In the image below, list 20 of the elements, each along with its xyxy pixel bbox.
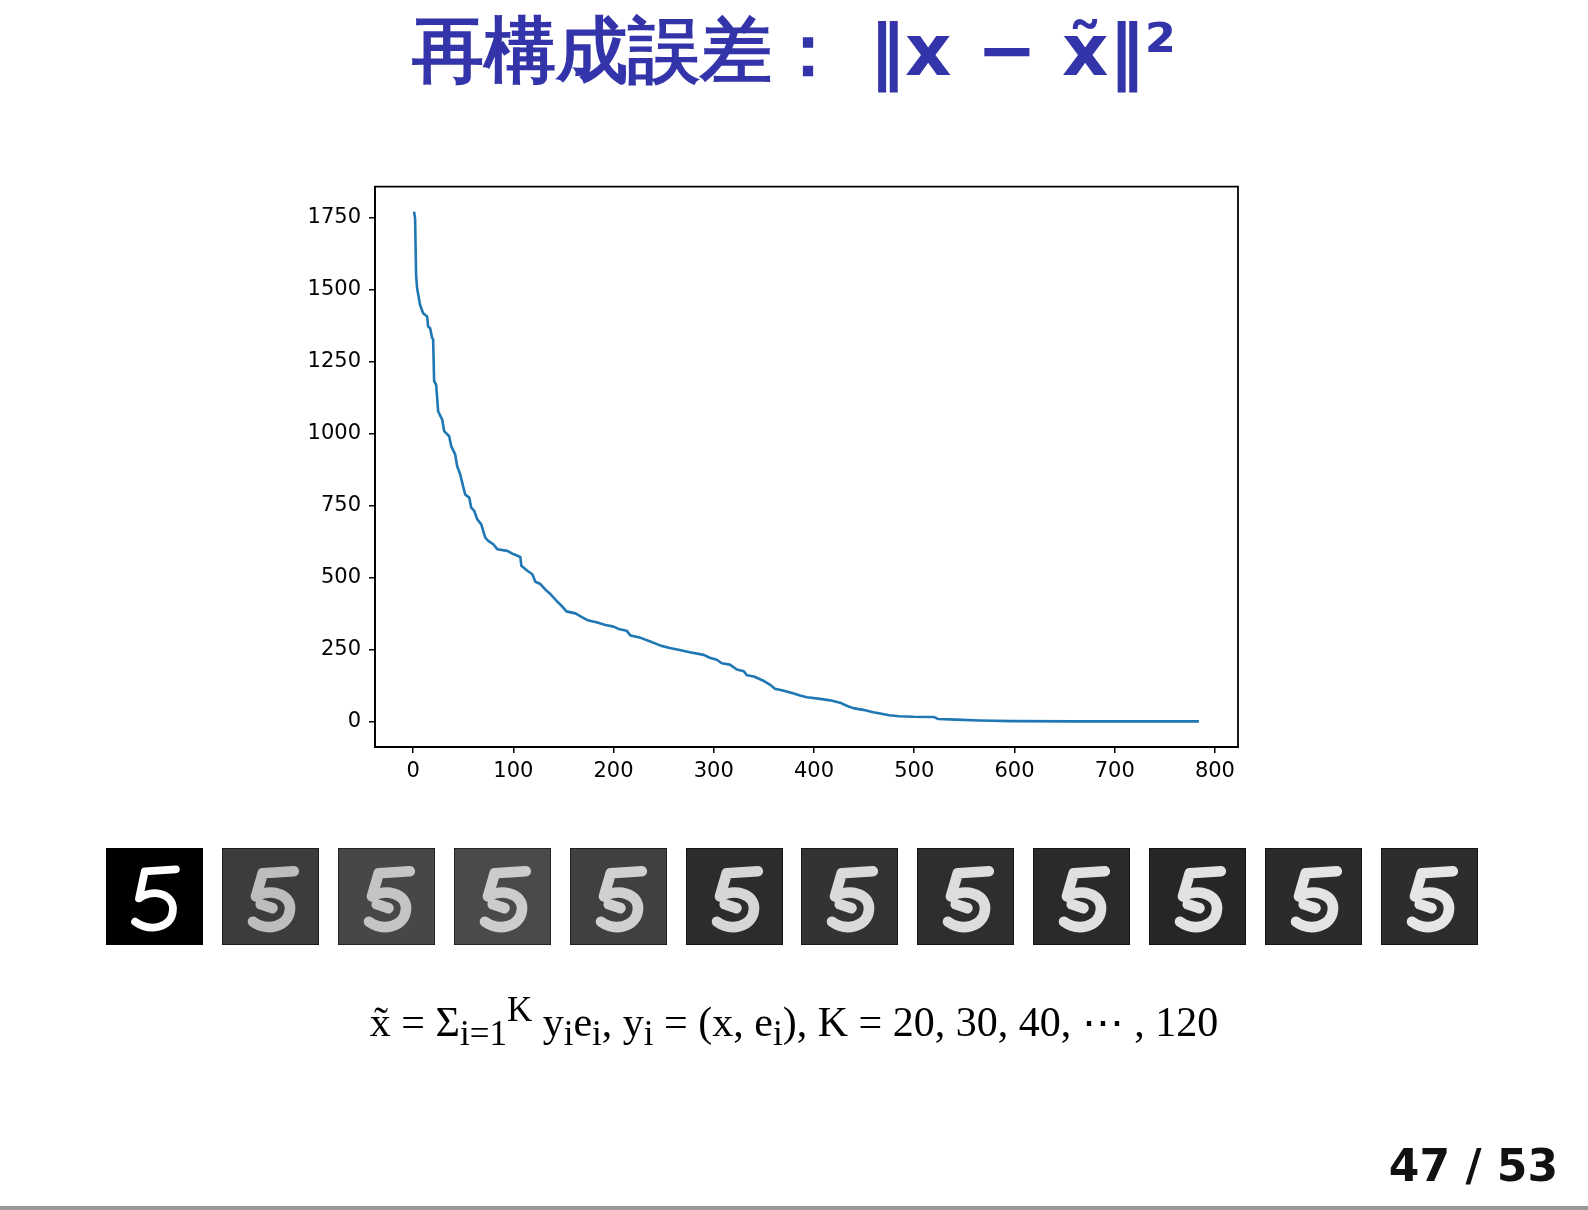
y-tick-label: 1500 — [307, 275, 361, 300]
y-tick-label: 1750 — [307, 203, 361, 228]
y-tick-label: 0 — [347, 707, 361, 732]
y-tick-label: 1000 — [307, 419, 361, 444]
y-tick-label: 250 — [320, 635, 361, 660]
text: x̃ = Σ$_{i=1}$$^{K}$ y$_{i}$e$_{i}$, y$_{i}$ = (x, e$_{i}$), K = 20, 30, 40, ⋯ , 120 — [369, 990, 1219, 1054]
x-tick-label: 700 — [1094, 758, 1135, 783]
x-tick-label: 100 — [493, 758, 534, 783]
y-tick-label: 500 — [320, 563, 361, 588]
x-tick-label: 600 — [994, 758, 1035, 783]
chart-title: 再構成誤差： ‖x − x̃‖² — [411, 7, 1177, 94]
x-tick-label: 200 — [593, 758, 634, 783]
x-tick-label: 500 — [894, 758, 935, 783]
y-tick-label: 1250 — [307, 347, 361, 372]
x-tick-label: 800 — [1194, 758, 1235, 783]
x-tick-label: 0 — [406, 758, 420, 783]
x-tick-label: 400 — [793, 758, 835, 783]
text: 47 / 53 — [1388, 1140, 1558, 1191]
y-tick-label: 750 — [320, 491, 361, 516]
x-tick-label: 300 — [693, 758, 734, 783]
